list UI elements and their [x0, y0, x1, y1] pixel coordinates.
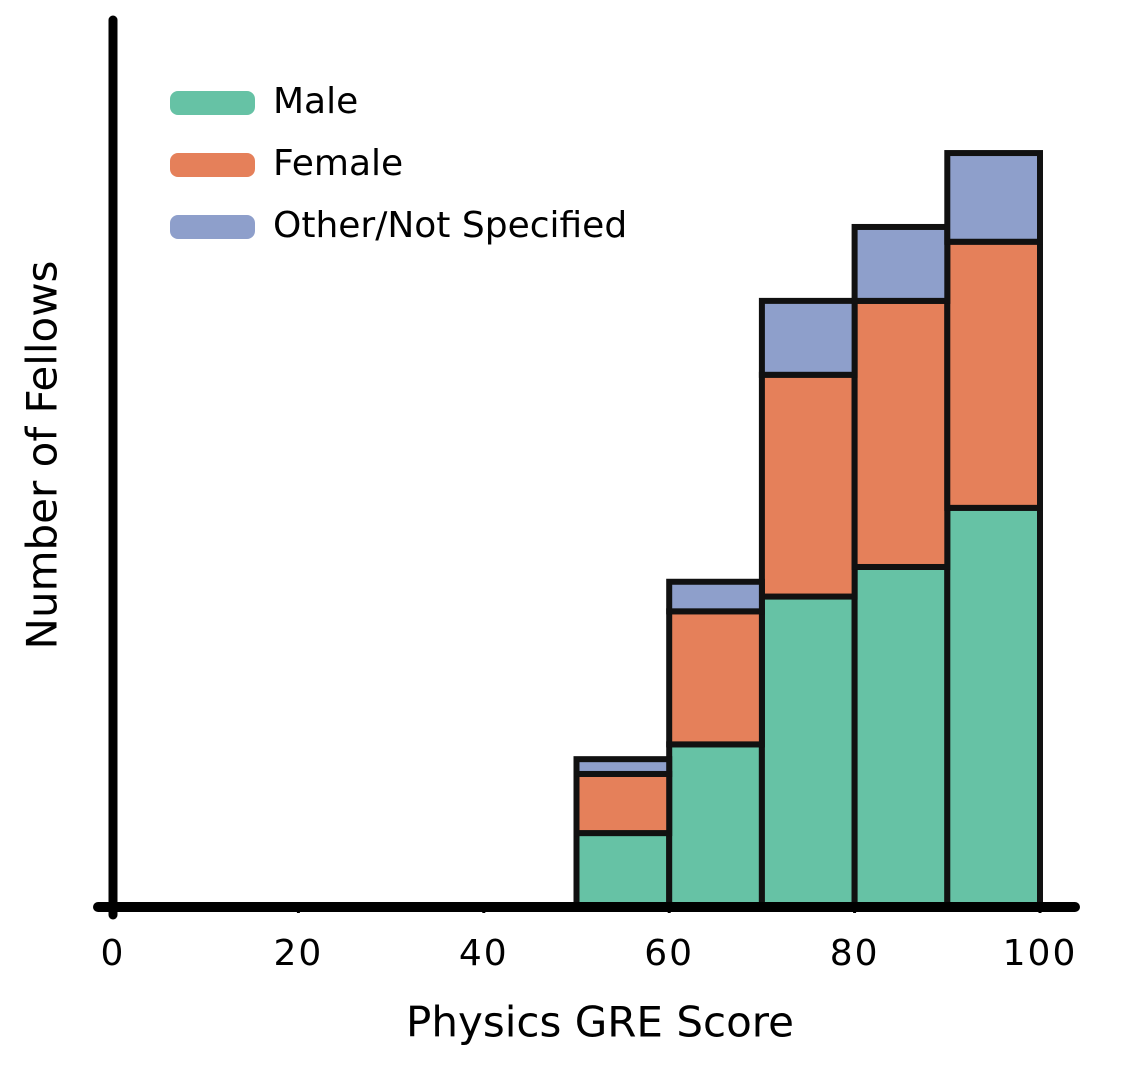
x-tick-label: 80 [830, 933, 880, 974]
histogram-bar [666, 608, 765, 748]
histogram-bar [573, 756, 673, 777]
histogram-bar [758, 371, 858, 600]
histogram-bar [944, 238, 1043, 511]
histogram-bar [666, 578, 765, 615]
histogram-bar [851, 223, 951, 304]
histogram-bar [851, 297, 951, 570]
x-tick-label: 20 [273, 933, 323, 974]
histogram-bar [944, 150, 1043, 245]
histogram-bar [944, 504, 1043, 910]
histogram-bar [573, 830, 673, 910]
x-tick-label: 40 [459, 933, 509, 974]
y-axis-label: Number of Fellows [18, 261, 67, 650]
legend-swatch [170, 215, 255, 239]
legend-label: Male [273, 81, 358, 122]
legend-label: Female [273, 143, 403, 184]
x-tick-label: 100 [1003, 933, 1078, 974]
histogram-bar [573, 770, 673, 837]
x-tick-label: 0 [101, 933, 126, 974]
histogram-bar [758, 297, 858, 378]
histogram-bar [758, 593, 858, 910]
legend-swatch [170, 153, 255, 177]
histogram-bar [851, 563, 951, 910]
x-axis-label: Physics GRE Score [406, 998, 794, 1047]
x-tick-label: 60 [644, 933, 694, 974]
legend-swatch [170, 91, 255, 115]
histogram-bar [666, 741, 765, 911]
legend-label: Other/Not Specified [273, 205, 627, 246]
